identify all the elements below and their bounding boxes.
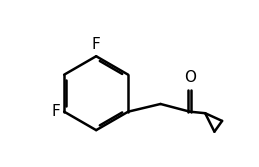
Text: O: O bbox=[184, 70, 196, 86]
Text: F: F bbox=[92, 37, 100, 52]
Text: F: F bbox=[52, 104, 60, 119]
